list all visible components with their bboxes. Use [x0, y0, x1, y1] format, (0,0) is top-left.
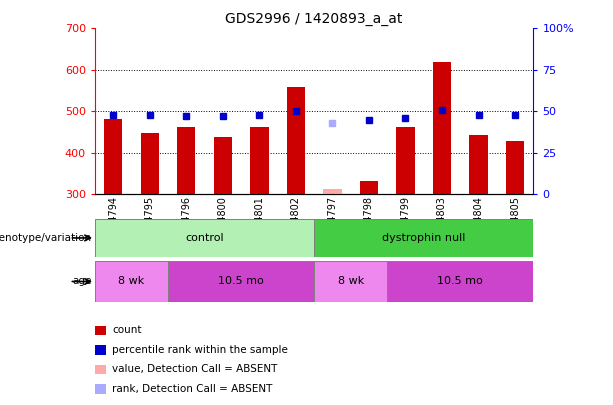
- Bar: [360, 181, 378, 194]
- Bar: [470, 135, 488, 194]
- Text: value, Detection Call = ABSENT: value, Detection Call = ABSENT: [112, 364, 278, 374]
- Text: 8 wk: 8 wk: [118, 277, 145, 286]
- Text: control: control: [185, 233, 224, 243]
- Text: percentile rank within the sample: percentile rank within the sample: [112, 345, 288, 355]
- Text: 8 wk: 8 wk: [338, 277, 364, 286]
- Text: count: count: [112, 326, 142, 335]
- Text: dystrophin null: dystrophin null: [382, 233, 465, 243]
- Bar: [323, 189, 341, 194]
- Bar: [168, 261, 314, 302]
- Text: genotype/variation: genotype/variation: [0, 233, 92, 243]
- Bar: [214, 137, 232, 194]
- Text: 10.5 mo: 10.5 mo: [218, 277, 264, 286]
- Bar: [314, 219, 533, 257]
- Text: rank, Detection Call = ABSENT: rank, Detection Call = ABSENT: [112, 384, 273, 394]
- Bar: [387, 261, 533, 302]
- Bar: [506, 141, 524, 194]
- Bar: [250, 127, 268, 194]
- Title: GDS2996 / 1420893_a_at: GDS2996 / 1420893_a_at: [226, 12, 403, 26]
- Bar: [433, 62, 451, 194]
- Bar: [95, 219, 314, 257]
- Bar: [314, 261, 387, 302]
- Bar: [140, 133, 159, 194]
- Bar: [397, 127, 414, 194]
- Text: age: age: [72, 277, 92, 286]
- Text: 10.5 mo: 10.5 mo: [438, 277, 483, 286]
- Bar: [177, 127, 196, 194]
- Bar: [95, 261, 168, 302]
- Bar: [104, 119, 123, 194]
- Bar: [287, 87, 305, 194]
